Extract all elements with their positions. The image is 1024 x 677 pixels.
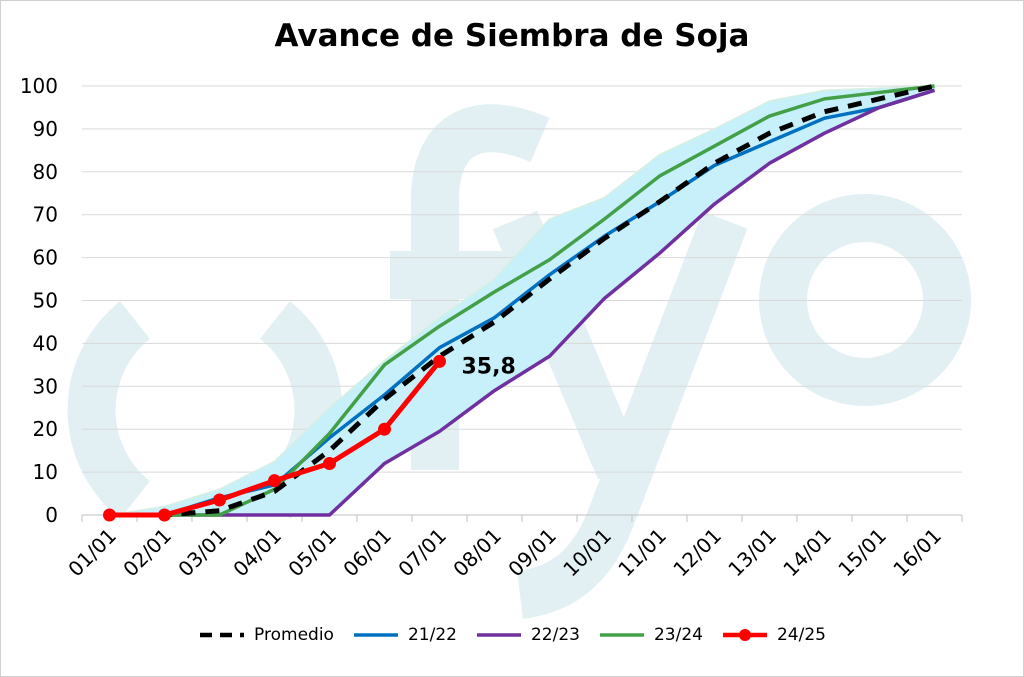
legend-label: 23/24 — [653, 625, 703, 645]
x-tick-label: 15/01 — [833, 524, 891, 582]
y-tick-label: 30 — [33, 374, 58, 398]
legend-swatch — [476, 633, 521, 637]
watermark-f-stem — [411, 104, 550, 470]
data-point-24-25 — [158, 508, 171, 522]
y-tick-label: 80 — [33, 160, 58, 184]
legend-item: 22/23 — [475, 625, 580, 645]
data-point-24-25 — [268, 474, 281, 488]
data-point-24-25 — [378, 422, 391, 436]
x-tick-label: 04/01 — [228, 524, 286, 582]
y-tick-label: 90 — [33, 117, 58, 141]
legend-item: 24/25 — [721, 625, 826, 645]
legend-label: 22/23 — [530, 625, 580, 645]
legend-label: 21/22 — [407, 625, 457, 645]
legend-label: 24/25 — [776, 625, 826, 645]
legend-item: 23/24 — [598, 625, 703, 645]
series-line-23-24 — [109, 84, 935, 517]
chart-title: Avance de Siembra de Soja — [274, 18, 750, 54]
y-tick-label: 0 — [45, 503, 58, 527]
legend-swatch — [722, 629, 767, 641]
watermark-y-right — [516, 211, 748, 619]
legend-swatch — [200, 632, 245, 638]
y-tick-label: 10 — [33, 460, 58, 484]
legend-item: Promedio — [198, 625, 334, 645]
x-tick-label: 12/01 — [668, 524, 726, 582]
x-tick-label: 14/01 — [778, 524, 836, 582]
x-tick-label: 16/01 — [888, 524, 946, 582]
x-tick-label: 03/01 — [173, 524, 231, 582]
y-tick-label: 20 — [33, 417, 58, 441]
x-tick-label: 05/01 — [283, 524, 341, 582]
watermark-arc-left — [67, 301, 151, 519]
data-point-24-25 — [323, 457, 336, 471]
x-tick-label: 02/01 — [118, 524, 176, 582]
data-point-24-25 — [213, 493, 226, 507]
legend-swatch — [599, 633, 644, 637]
series-line-22-23 — [109, 88, 936, 517]
x-tick-label: 13/01 — [723, 524, 781, 582]
series-line-Promedio — [109, 83, 936, 518]
x-tick-label: 08/01 — [448, 524, 506, 582]
x-tick-label: 06/01 — [338, 524, 396, 582]
legend-swatch — [353, 633, 398, 637]
y-tick-label: 50 — [33, 289, 58, 313]
y-tick-label: 70 — [33, 203, 58, 227]
data-point-24-25 — [433, 354, 446, 368]
data-point-24-25 — [103, 508, 116, 522]
x-tick-label: 01/01 — [63, 524, 121, 582]
x-tick-label: 07/01 — [393, 524, 451, 582]
legend-item: 21/22 — [352, 625, 457, 645]
legend: Promedio 21/22 22/23 23/24 24/25 — [0, 625, 1024, 645]
y-tick-label: 60 — [33, 246, 58, 270]
y-tick-label: 100 — [20, 74, 58, 98]
y-tick-label: 40 — [33, 331, 58, 355]
data-label: 35,8 — [462, 354, 516, 379]
legend-label: Promedio — [254, 625, 334, 645]
